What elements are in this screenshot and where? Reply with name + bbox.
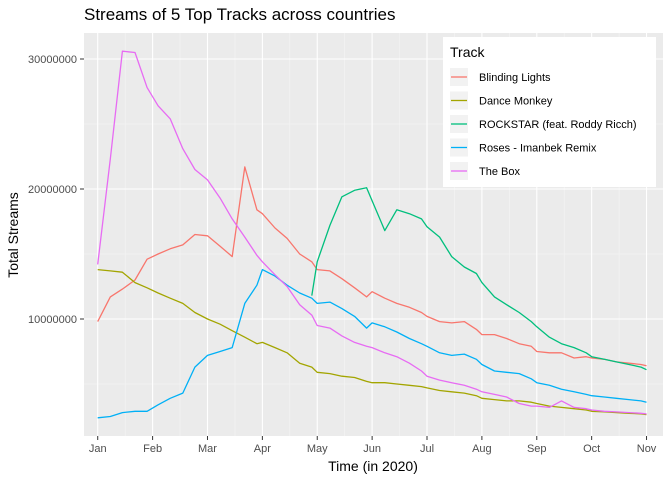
legend: Track Blinding Lights Dance Monkey ROCKSTA…: [443, 37, 656, 187]
legend-label: Roses - Imanbek Remix: [479, 143, 597, 155]
y-tick-label: 30000000: [28, 54, 77, 66]
x-tick-label: May: [307, 443, 328, 455]
series-line-5: [97, 50, 647, 415]
x-tick-label: Jan: [89, 443, 107, 455]
series-lines: [97, 50, 647, 419]
chart-title: Streams of 5 Top Tracks across countries: [84, 5, 395, 24]
legend-label: Dance Monkey: [479, 96, 553, 108]
legend-label: Blinding Lights: [479, 72, 551, 84]
x-tick-label: Jul: [420, 443, 434, 455]
series-line-3: [311, 187, 647, 371]
series-line-2: [97, 268, 647, 416]
legend-box: [443, 37, 656, 187]
legend-label: ROCKSTAR (feat. Roddy Ricch): [479, 119, 637, 131]
y-axis-title: Total Streams: [5, 192, 21, 278]
x-tick-label: Feb: [143, 443, 162, 455]
series-line-1: [97, 166, 647, 367]
legend-title: Track: [450, 44, 485, 60]
x-tick-label: Aug: [472, 443, 492, 455]
x-tick-label: Sep: [527, 443, 547, 455]
x-tick-label: Oct: [583, 443, 600, 455]
series-line-4: [97, 268, 647, 419]
x-axis-ticks: Jan Feb Mar Apr May Jun Jul Aug Sep Oct Nov: [89, 436, 657, 455]
y-tick-label: 10000000: [28, 314, 77, 326]
legend-label: The Box: [479, 166, 520, 178]
y-tick-label: 20000000: [28, 184, 77, 196]
x-tick-label: Nov: [637, 443, 657, 455]
x-tick-label: Jun: [363, 443, 381, 455]
legend-items: Blinding Lights Dance Monkey ROCKSTAR (fea…: [450, 68, 637, 180]
x-tick-label: Mar: [198, 443, 217, 455]
y-axis-ticks: 10000000 20000000 30000000: [28, 54, 84, 326]
x-tick-label: Apr: [254, 443, 271, 455]
x-axis-title: Time (in 2020): [328, 458, 418, 474]
